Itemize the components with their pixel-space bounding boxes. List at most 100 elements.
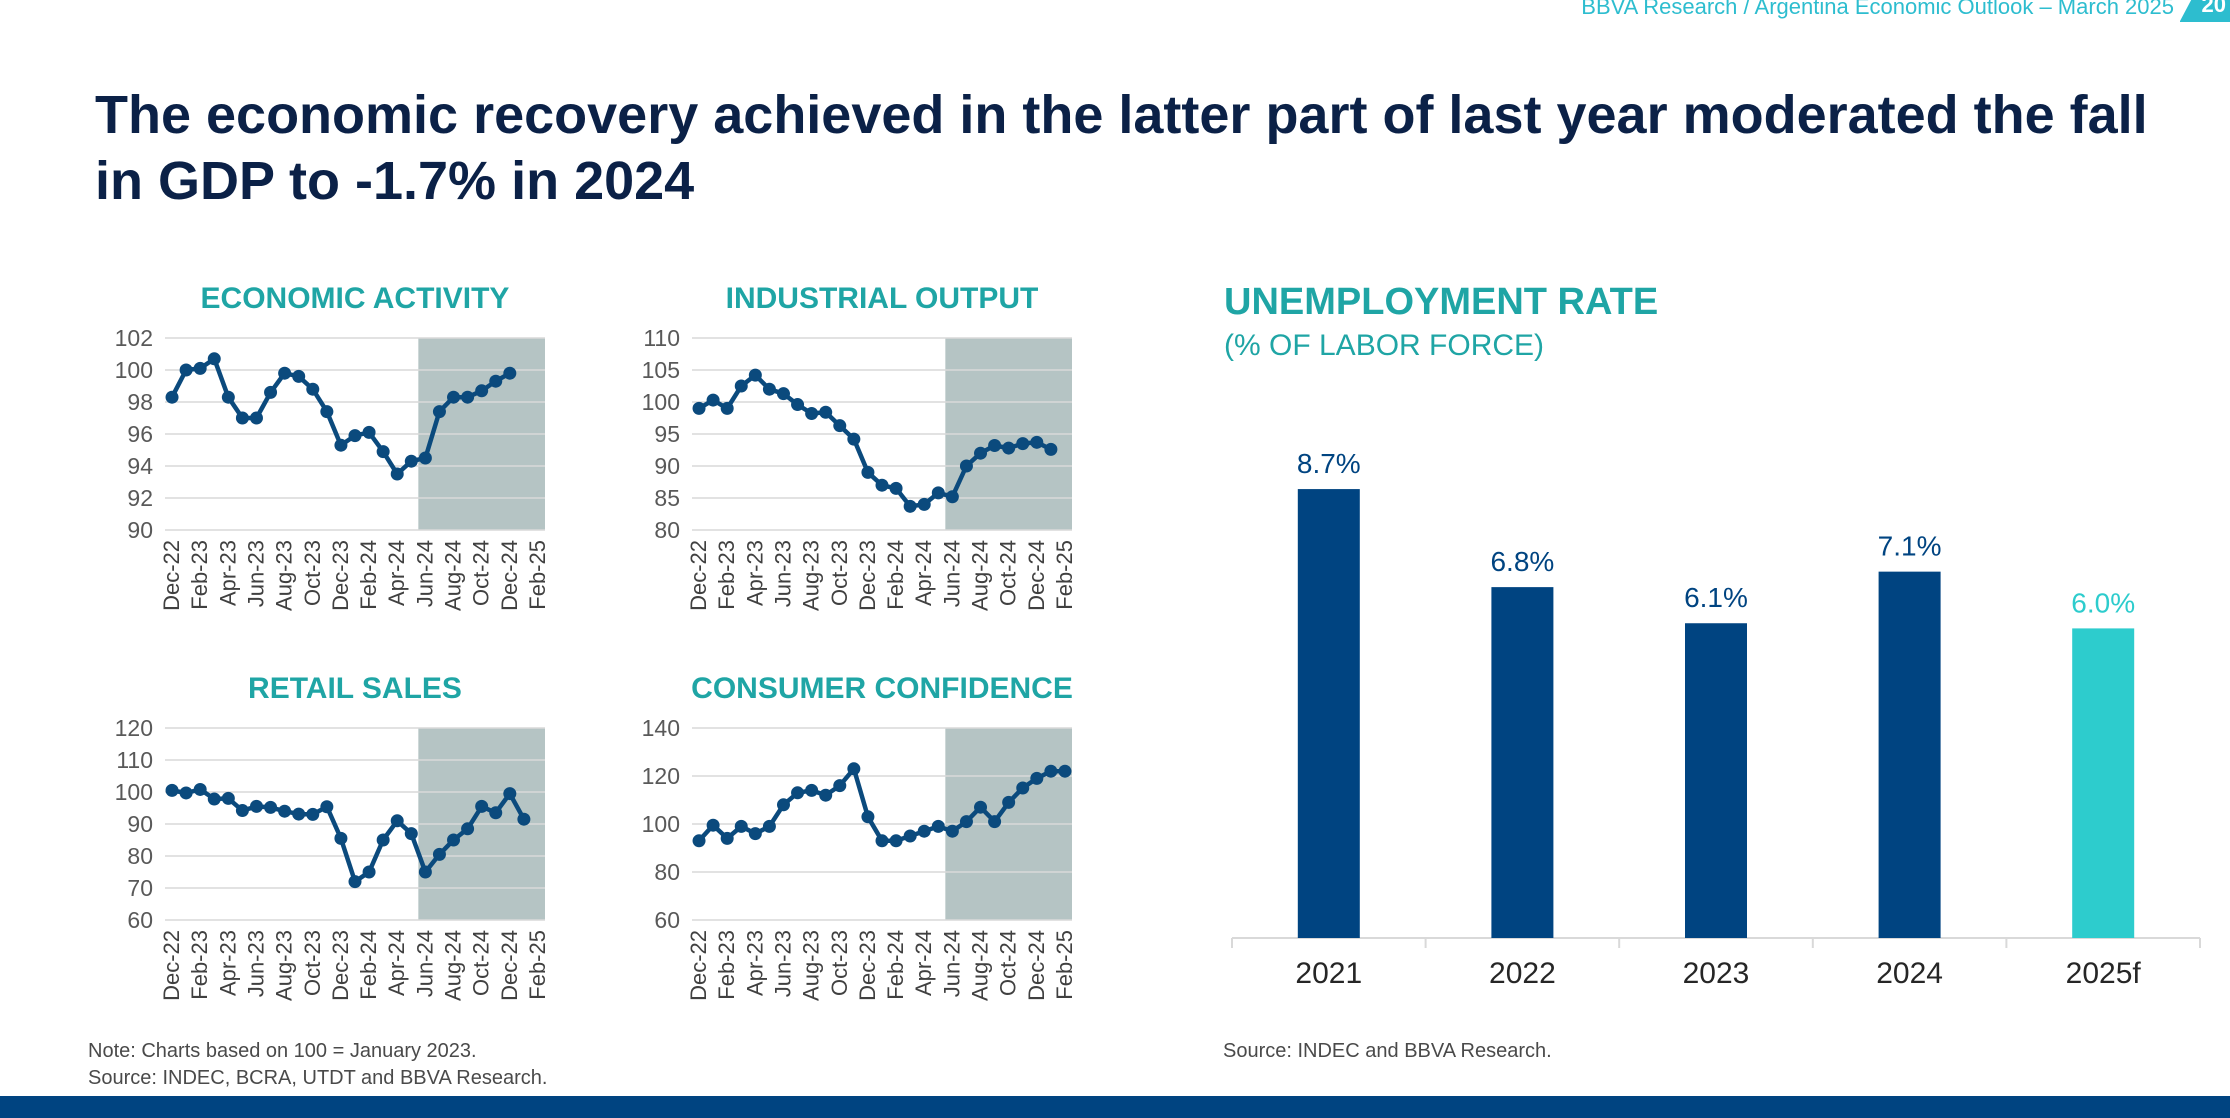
data-point: [376, 445, 390, 459]
data-point: [847, 762, 861, 776]
y-tick-label: 110: [116, 747, 153, 773]
data-point: [390, 467, 404, 481]
data-point: [432, 405, 446, 419]
data-point: [334, 438, 348, 452]
x-tick-label: Feb-24: [883, 930, 908, 1000]
data-point: [903, 499, 917, 513]
data-point: [235, 411, 249, 425]
retail-sales-chart: RETAIL SALES 60 70 80 90 100 110 120 Dec-22 Feb-2…: [80, 660, 600, 1020]
data-point: [292, 369, 306, 383]
y-tick-label: 100: [115, 779, 153, 805]
y-tick-label: 90: [654, 453, 680, 479]
x-tick-label: Dec-24: [1024, 930, 1049, 1001]
data-point: [362, 425, 376, 439]
chart-title: ECONOMIC ACTIVITY: [201, 282, 510, 315]
y-tick-label: 70: [127, 875, 153, 901]
x-tick-label: Feb-23: [714, 930, 739, 1000]
x-tick-label: Jun-23: [770, 540, 795, 607]
page-title: The economic recovery achieved in the la…: [95, 85, 2148, 211]
x-tick-label: Apr-24: [911, 540, 936, 606]
x-tick-label: Apr-24: [384, 930, 409, 996]
data-point: [264, 800, 278, 814]
x-tick-label: Oct-23: [300, 540, 325, 606]
data-point: [875, 834, 889, 848]
data-point: [720, 831, 734, 845]
x-tick-label: Dec-22: [159, 930, 184, 1001]
data-point: [1002, 795, 1016, 809]
data-point: [692, 834, 706, 848]
data-point: [1044, 442, 1058, 456]
x-tick-label: Dec-24: [497, 540, 522, 611]
data-point: [221, 791, 235, 805]
chart-title: UNEMPLOYMENT RATE: [1224, 281, 1658, 323]
data-point: [249, 411, 263, 425]
y-tick-label: 96: [127, 421, 153, 447]
y-tick-label: 110: [643, 325, 680, 351]
data-label: 6.8%: [1490, 546, 1554, 577]
data-point: [959, 459, 973, 473]
x-tick-label: Dec-22: [159, 540, 184, 611]
data-point: [1030, 771, 1044, 785]
data-point: [945, 824, 959, 838]
x-tick-label: Jun-24: [939, 930, 964, 997]
data-point: [1030, 435, 1044, 449]
y-tick-label: 95: [654, 421, 680, 447]
x-tick-label: Oct-24: [996, 540, 1021, 606]
data-point: [1016, 781, 1030, 795]
y-tick-label: 100: [642, 811, 680, 837]
chart-subtitle: (% OF LABOR FORCE): [1224, 329, 1544, 362]
data-point: [819, 788, 833, 802]
data-point: [805, 783, 819, 797]
x-tick-label: Apr-23: [742, 930, 767, 996]
bar: [2072, 628, 2135, 938]
data-point: [489, 374, 503, 388]
data-point: [320, 800, 334, 814]
data-point: [362, 865, 376, 879]
data-point: [1016, 437, 1030, 451]
data-point: [489, 806, 503, 820]
y-tick-label: 94: [127, 453, 153, 479]
data-point: [165, 390, 179, 404]
x-tick-label: Aug-23: [799, 930, 824, 1001]
chart-svg: INDUSTRIAL OUTPUT 80 85 90 95 100 105 110 Dec-22…: [642, 282, 1077, 611]
data-point: [875, 478, 889, 492]
x-tick-label: Feb-23: [187, 930, 212, 1000]
data-point: [692, 401, 706, 415]
x-tick-label: Oct-24: [469, 540, 494, 606]
data-label: 7.1%: [1878, 531, 1942, 562]
data-point: [475, 799, 489, 813]
x-tick-label: Feb-25: [525, 930, 550, 1000]
data-point: [748, 368, 762, 382]
footer-bar: [0, 1096, 2230, 1118]
bar: [1491, 587, 1554, 938]
data-point: [776, 798, 790, 812]
bar: [1297, 489, 1360, 938]
data-point: [390, 814, 404, 828]
x-tick-label: 2025f: [2066, 957, 2142, 990]
data-point: [833, 779, 847, 793]
y-tick-label: 80: [654, 517, 680, 543]
x-tick-label: Jun-24: [939, 540, 964, 607]
data-point: [734, 379, 748, 393]
data-point: [207, 352, 221, 366]
x-tick-label: Apr-24: [911, 930, 936, 996]
data-point: [404, 827, 418, 841]
data-label: 8.7%: [1297, 448, 1361, 479]
unemployment-rate-chart: UNEMPLOYMENT RATE (% OF LABOR FORCE) 8.7% 2…: [1215, 270, 2205, 1010]
x-tick-label: Jun-24: [412, 930, 437, 997]
x-tick-label: Aug-23: [272, 930, 297, 1001]
x-tick-label: Apr-23: [215, 540, 240, 606]
chart-note: Note: Charts based on 100 = January 2023…: [88, 1040, 477, 1062]
data-point: [235, 804, 249, 818]
chart-title: INDUSTRIAL OUTPUT: [726, 282, 1039, 315]
x-tick-label: Oct-24: [469, 930, 494, 996]
data-point: [461, 390, 475, 404]
x-tick-label: Apr-24: [384, 540, 409, 606]
x-tick-label: Jun-23: [770, 930, 795, 997]
data-point: [447, 833, 461, 847]
data-point: [903, 829, 917, 843]
consumer-confidence-chart: CONSUMER CONFIDENCE 60 80 100 120 140 Dec-22 Fe…: [607, 660, 1127, 1020]
data-point: [475, 384, 489, 398]
x-tick-label: Dec-22: [686, 930, 711, 1001]
x-tick-label: 2023: [1683, 957, 1750, 990]
